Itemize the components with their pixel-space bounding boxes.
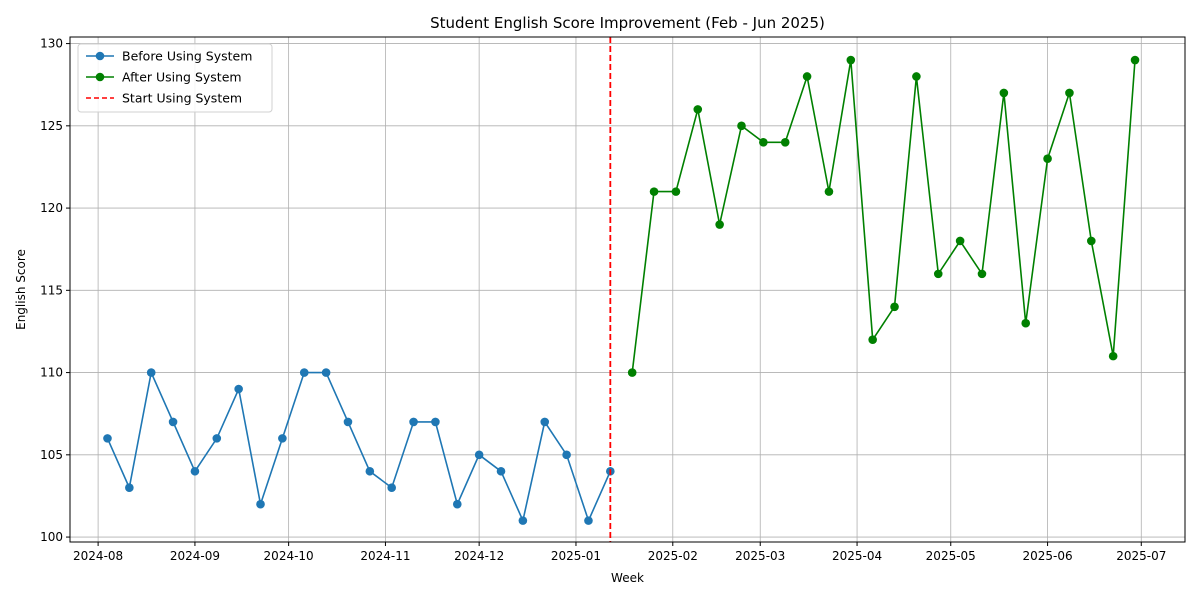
x-tick-label: 2024-10 — [264, 549, 314, 563]
data-point — [518, 516, 528, 525]
legend-box — [77, 43, 273, 113]
x-tick-label: 2024-12 — [454, 549, 504, 563]
data-point — [278, 434, 287, 443]
legend-entry-label: After Using System — [122, 70, 242, 85]
data-point — [103, 434, 112, 443]
data-point — [496, 466, 506, 476]
data-point — [802, 72, 812, 81]
legend-entry-label: Start Using System — [122, 91, 242, 106]
data-point — [431, 417, 440, 427]
data-point — [693, 105, 703, 114]
data-point — [234, 384, 243, 394]
data-point — [540, 417, 550, 427]
y-axis-label: English Score — [14, 249, 28, 330]
data-point — [452, 499, 462, 509]
data-point — [1130, 55, 1140, 65]
x-tick-label: 2025-06 — [1023, 549, 1073, 563]
data-point — [256, 499, 265, 509]
data-point — [190, 466, 200, 476]
data-point — [1021, 318, 1031, 328]
data-point — [387, 483, 396, 493]
plot-frame — [69, 36, 1186, 543]
x-tick-label: 2025-03 — [735, 549, 785, 563]
x-tick-label: 2025-05 — [926, 549, 976, 563]
x-tick-label: 2025-04 — [832, 549, 882, 563]
y-tick-label: 130 — [40, 37, 63, 51]
data-point — [474, 450, 484, 460]
data-point — [409, 417, 418, 427]
data-point — [737, 121, 746, 131]
x-tick-label: 2025-02 — [648, 549, 698, 563]
data-point — [999, 88, 1009, 98]
data-point — [955, 236, 965, 246]
data-point — [125, 483, 134, 493]
legend-swatch-marker — [95, 72, 105, 82]
data-point — [912, 72, 921, 81]
data-point — [562, 450, 571, 460]
x-tick-label: 2024-08 — [73, 549, 123, 563]
data-point — [365, 466, 375, 476]
data-point — [759, 137, 768, 147]
grid-lines — [70, 37, 1185, 542]
data-point — [780, 137, 790, 147]
data-point — [584, 516, 593, 525]
legend-swatch-marker — [95, 51, 105, 61]
data-point — [890, 302, 899, 312]
chart-title: Student English Score Improvement (Feb -… — [430, 14, 825, 32]
data-point — [715, 220, 724, 229]
x-tick-label: 2024-09 — [170, 549, 220, 563]
y-tick-label: 110 — [40, 366, 63, 380]
axis-ticks: 100 105 110 115 120 125 130 2024-08 2024-09 2024-… — [40, 37, 1166, 563]
data-point — [146, 368, 156, 377]
y-tick-label: 115 — [40, 283, 63, 297]
data-point — [977, 269, 987, 279]
data-point — [212, 434, 222, 443]
legend-entry-label: Before Using System — [122, 49, 252, 64]
data-point — [933, 269, 943, 279]
data-point — [671, 187, 681, 196]
series-layer — [103, 37, 1140, 542]
data-point — [846, 55, 856, 65]
data-point — [321, 368, 331, 377]
y-tick-label: 100 — [40, 530, 63, 544]
data-point — [649, 187, 659, 196]
data-point — [627, 368, 637, 377]
data-point — [299, 368, 309, 377]
data-point — [1065, 88, 1074, 98]
data-point — [1087, 236, 1096, 246]
data-point — [1108, 351, 1118, 361]
data-point — [168, 417, 178, 427]
data-point — [343, 417, 353, 427]
y-tick-label: 125 — [40, 119, 63, 133]
data-point — [1043, 154, 1052, 164]
data-point — [824, 187, 834, 196]
x-tick-label: 2024-11 — [360, 549, 410, 563]
y-tick-label: 105 — [40, 448, 63, 462]
series-line-2 — [631, 59, 1136, 373]
x-axis-label: Week — [611, 571, 644, 585]
series-line-1 — [106, 369, 612, 524]
y-tick-label: 120 — [40, 201, 63, 215]
data-point — [868, 335, 877, 344]
x-tick-label: 2025-01 — [551, 549, 601, 563]
x-tick-label: 2025-07 — [1116, 549, 1166, 563]
legend: Before Using System After Using System Sta… — [77, 43, 273, 113]
